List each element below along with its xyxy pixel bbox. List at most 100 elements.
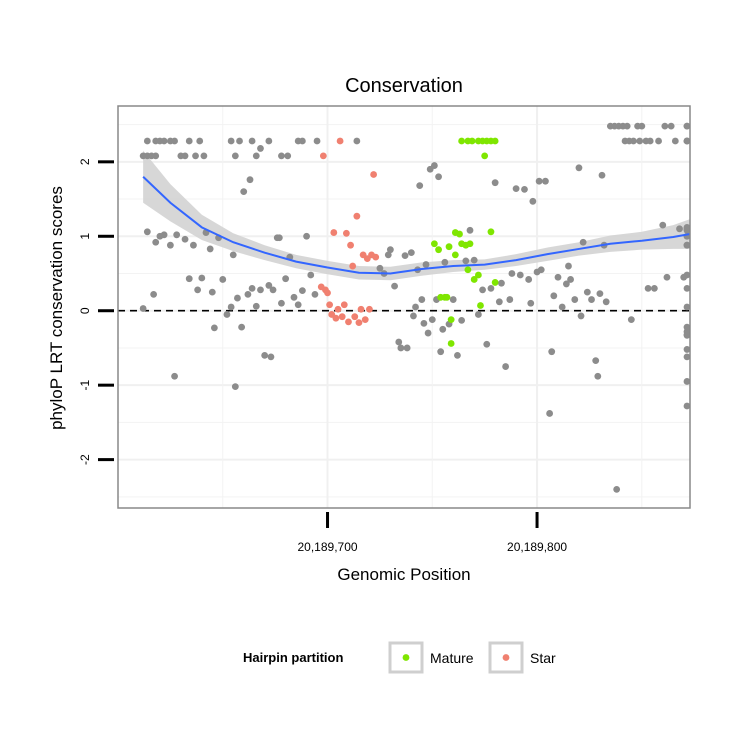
other-point <box>571 296 579 303</box>
other-point <box>498 279 505 287</box>
other-point <box>248 137 256 145</box>
other-point <box>667 122 675 130</box>
other-point <box>246 176 254 184</box>
star-point <box>347 241 354 249</box>
mature-point <box>456 230 463 238</box>
other-point <box>181 235 189 243</box>
other-point <box>257 145 264 152</box>
other-point <box>150 290 158 298</box>
grid <box>118 106 690 508</box>
other-point <box>152 152 160 160</box>
other-point <box>683 353 691 361</box>
other-point <box>479 286 486 294</box>
star-point <box>355 319 363 327</box>
other-point <box>290 293 298 301</box>
other-point <box>192 152 199 160</box>
other-point <box>458 317 466 324</box>
other-point <box>546 410 554 417</box>
other-point <box>577 312 585 320</box>
y-axis-label: phyloP LRT conservation scores <box>47 186 66 430</box>
other-point <box>466 226 474 234</box>
other-point <box>527 299 535 307</box>
other-point <box>171 372 178 380</box>
points-layer <box>139 122 691 493</box>
star-point <box>326 301 334 309</box>
other-point <box>236 137 243 145</box>
other-point <box>636 137 644 145</box>
other-point <box>428 316 436 324</box>
star-point <box>332 314 340 322</box>
other-point <box>683 137 691 145</box>
legend-label-mature: Mature <box>430 650 474 666</box>
other-point <box>257 286 264 294</box>
mature-point <box>447 340 455 347</box>
other-point <box>248 284 256 292</box>
other-point <box>550 292 558 300</box>
other-point <box>422 261 430 268</box>
other-point <box>661 122 669 130</box>
mature-point <box>470 276 478 283</box>
other-point <box>229 251 237 259</box>
other-point <box>313 137 321 145</box>
y-tick-label: 0 <box>78 307 92 314</box>
mature-point <box>487 228 495 236</box>
other-point <box>683 122 691 130</box>
other-point <box>521 185 528 193</box>
other-point <box>181 152 189 160</box>
y-tick-label: -2 <box>78 454 92 465</box>
other-point <box>435 173 442 181</box>
other-point <box>227 137 235 145</box>
other-point <box>683 378 691 385</box>
other-point <box>583 288 591 296</box>
chart-title: Conservation <box>345 75 463 97</box>
other-point <box>307 271 315 279</box>
legend: Hairpin partition Mature Star <box>243 641 556 674</box>
other-point <box>284 152 292 160</box>
other-point <box>462 257 470 265</box>
mature-point <box>435 246 442 254</box>
other-point <box>602 298 610 306</box>
mature-point <box>468 137 476 145</box>
other-point <box>596 290 604 297</box>
other-point <box>311 290 319 298</box>
other-point <box>516 271 524 279</box>
other-point <box>416 182 424 190</box>
star-point <box>345 318 352 326</box>
confidence-band-layer <box>143 150 691 281</box>
star-point <box>336 137 344 145</box>
mature-point <box>451 251 459 259</box>
legend-swatch-mature <box>402 654 410 661</box>
axis-ticks: -2 -1 0 1 2 20,189,700 20,189,800 <box>78 158 567 554</box>
other-point <box>683 223 691 231</box>
other-point <box>185 275 193 283</box>
other-point <box>231 152 239 160</box>
other-point <box>401 252 409 260</box>
other-point <box>508 270 516 277</box>
other-point <box>537 266 545 274</box>
x-tick-label: 20,189,700 <box>297 540 357 554</box>
other-point <box>483 340 491 348</box>
other-point <box>424 329 432 337</box>
other-point <box>502 363 510 370</box>
other-point <box>407 249 415 257</box>
other-point <box>655 137 662 145</box>
other-point <box>298 137 306 145</box>
other-point <box>275 234 283 242</box>
other-point <box>630 137 637 145</box>
other-point <box>160 137 168 145</box>
legend-title: Hairpin partition <box>243 650 343 665</box>
other-point <box>430 162 438 169</box>
other-point <box>269 286 277 294</box>
other-point <box>196 137 204 145</box>
x-tick-label: 20,189,800 <box>507 540 567 554</box>
other-point <box>166 241 174 249</box>
other-point <box>683 241 691 249</box>
other-point <box>474 311 482 318</box>
other-point <box>418 296 426 303</box>
star-point <box>370 171 378 178</box>
star-point <box>349 262 357 270</box>
other-point <box>265 137 273 145</box>
other-point <box>244 290 252 298</box>
star-point <box>338 313 346 321</box>
other-point <box>548 348 556 356</box>
